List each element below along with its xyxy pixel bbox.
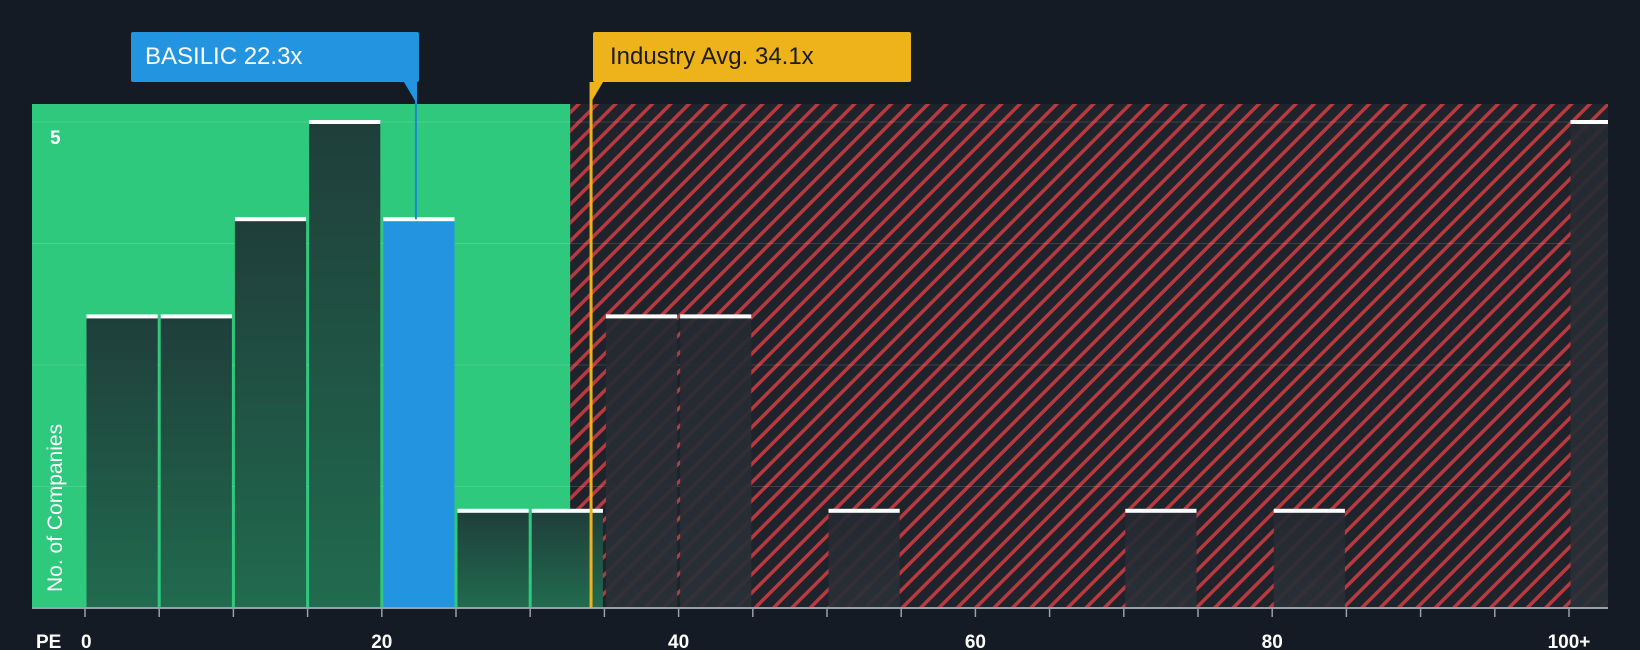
x-tick-label: 60 — [965, 632, 986, 650]
company-bar — [383, 219, 455, 608]
histogram-bar — [309, 122, 381, 608]
industry-avg-label: Industry Avg. 34.1x — [610, 43, 814, 70]
bar-cap — [828, 508, 900, 513]
bar-cap — [234, 217, 307, 222]
bar-cap — [605, 314, 678, 319]
histogram-bar — [86, 316, 158, 608]
bar-cap — [680, 314, 752, 319]
bar-cap — [1125, 508, 1197, 513]
company-callout-pointer — [403, 82, 417, 104]
bar-cap — [457, 508, 529, 513]
histogram-bar — [605, 316, 678, 608]
bar-cap — [1273, 508, 1345, 513]
company-pe-label: BASILIC 22.3x — [145, 43, 303, 70]
histogram-bar — [1570, 122, 1608, 608]
histogram-bar — [457, 510, 529, 608]
industry-callout-pointer — [590, 82, 604, 104]
histogram-bar — [1273, 510, 1345, 608]
x-tick-label: 100+ — [1548, 632, 1591, 650]
bar-cap — [309, 120, 381, 124]
company-pe-callout: BASILIC 22.3x — [131, 32, 419, 82]
bar-cap — [160, 314, 232, 319]
y-axis-label: No. of Companies — [44, 424, 67, 592]
bar-cap — [86, 314, 158, 319]
x-axis-label: PE — [36, 632, 61, 650]
y-tick-label: 5 — [50, 128, 61, 149]
bar-cap — [1570, 120, 1608, 124]
histogram-bar — [234, 219, 307, 608]
bar-cap — [383, 217, 455, 222]
x-tick-label: 0 — [81, 632, 92, 650]
histogram-bar — [828, 510, 900, 608]
x-tick-label: 80 — [1262, 632, 1283, 650]
industry-avg-callout: Industry Avg. 34.1x — [593, 32, 911, 82]
histogram-bar — [1125, 510, 1197, 608]
x-tick-label: 20 — [371, 632, 392, 650]
histogram-bar — [680, 316, 752, 608]
x-tick-label: 40 — [668, 632, 689, 650]
histogram-bar — [160, 316, 232, 608]
bar-cap — [531, 508, 603, 513]
